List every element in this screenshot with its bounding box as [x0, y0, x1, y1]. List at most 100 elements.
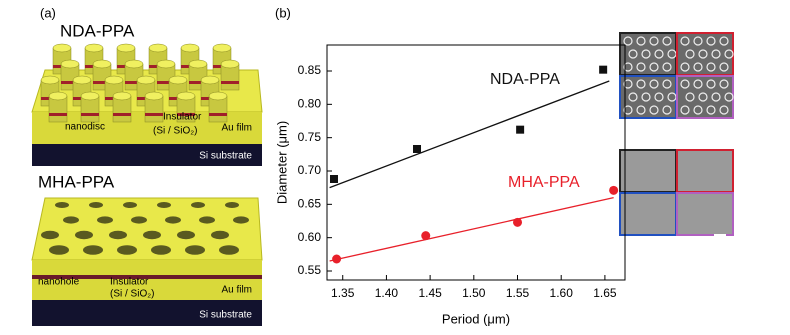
nanohole [123, 202, 137, 208]
nanohole [233, 216, 249, 224]
x-tick-label: 1.40 [375, 286, 399, 300]
nanohole [63, 216, 79, 224]
insulator-material: (Si / SiO₂) [153, 126, 197, 137]
structure-title: NDA-PPA [60, 21, 135, 40]
si-substrate [32, 144, 262, 166]
nanohole [185, 245, 205, 255]
nanohole [165, 216, 181, 224]
nanodisc-top [136, 75, 156, 85]
substrate-label: Si substrate [199, 310, 252, 321]
sem-particle [641, 92, 651, 102]
nanohole [219, 245, 239, 255]
nanodisc-top [40, 75, 60, 85]
sem-image [676, 192, 734, 236]
nanohole [177, 230, 195, 240]
nanodisc-insulator [61, 81, 79, 84]
x-tick-label: 1.55 [506, 286, 530, 300]
sem-particle [706, 62, 716, 72]
scale-label: 1μm [712, 119, 728, 128]
nanohole [109, 230, 127, 240]
y-tick-label: 0.85 [298, 63, 322, 77]
sem-particle [654, 92, 664, 102]
sem-particle [719, 105, 729, 115]
nanohole [89, 202, 103, 208]
sem-particle [724, 49, 734, 59]
insulator-material: (Si / SiO₂) [110, 289, 154, 300]
sem-particle [662, 36, 672, 46]
x-tick-label: 1.60 [550, 286, 574, 300]
nanohole [157, 202, 171, 208]
data-point [513, 217, 523, 227]
nanodisc-insulator [113, 113, 131, 116]
nanodisc-insulator [81, 113, 99, 116]
y-tick-label: 0.75 [298, 130, 322, 144]
data-point [609, 185, 619, 195]
nanodisc-insulator [157, 81, 175, 84]
sem-particle [636, 105, 646, 115]
nanohole [211, 230, 229, 240]
x-tick-label: 1.45 [418, 286, 442, 300]
sem-particle [649, 36, 659, 46]
nanodisc-top [148, 43, 168, 53]
y-tick-label: 0.80 [298, 97, 322, 111]
film-label: Au film [221, 123, 252, 134]
sem-image [619, 149, 677, 193]
nanodisc-insulator [177, 113, 195, 116]
data-point [329, 175, 338, 183]
sem-particle [649, 105, 659, 115]
y-tick-label: 0.55 [298, 263, 322, 277]
fit-line [329, 197, 614, 262]
y-axis-label: Diameter (μm) [274, 121, 289, 204]
nanohole [151, 245, 171, 255]
nanohole [75, 230, 93, 240]
nanodisc-top [176, 91, 196, 101]
sem-particle [711, 49, 721, 59]
nanodisc-top [104, 75, 124, 85]
feature-label: nanodisc [65, 122, 105, 133]
sem-particle [649, 79, 659, 89]
data-point [599, 65, 608, 74]
x-axis-label: Period (μm) [442, 311, 510, 326]
sem-particle [623, 62, 633, 72]
sem-particle [680, 105, 690, 115]
nanodisc-top [60, 59, 80, 69]
sem-particle [711, 92, 721, 102]
y-tick-label: 0.65 [298, 197, 322, 211]
sem-particle [685, 92, 695, 102]
sem-particle [719, 62, 729, 72]
insulator-label: Insulator [110, 277, 149, 288]
sem-particle [641, 49, 651, 59]
panel-label: (a) [40, 5, 56, 20]
sem-particle [680, 36, 690, 46]
nanohole [191, 202, 205, 208]
sem-particle [662, 105, 672, 115]
sem-particle [654, 49, 664, 59]
insulator-layer [32, 275, 262, 279]
nanodisc-top [92, 59, 112, 69]
x-tick-label: 1.35 [331, 286, 355, 300]
sem-particle [693, 62, 703, 72]
nanodisc-insulator [145, 113, 163, 116]
sem-particle [680, 79, 690, 89]
sem-particle [706, 105, 716, 115]
sem-particle [623, 105, 633, 115]
film-label: Au film [221, 285, 252, 296]
sem-particle [636, 79, 646, 89]
nanohole [143, 230, 161, 240]
si-substrate [32, 300, 262, 326]
nanodisc-top [84, 43, 104, 53]
sem-particle [623, 79, 633, 89]
insulator-label: Insulator [163, 112, 202, 123]
nanohole [41, 230, 59, 240]
nanodisc-top [200, 75, 220, 85]
sem-particle [724, 92, 734, 102]
nanodisc-top [72, 75, 92, 85]
sem-images [619, 32, 734, 236]
sem-particle [685, 49, 695, 59]
x-tick-label: 1.65 [593, 286, 617, 300]
sem-image [619, 192, 677, 236]
nanohole [117, 245, 137, 255]
data-point [332, 254, 342, 264]
series-label: NDA-PPA [490, 71, 560, 88]
x-tick-label: 1.50 [462, 286, 486, 300]
